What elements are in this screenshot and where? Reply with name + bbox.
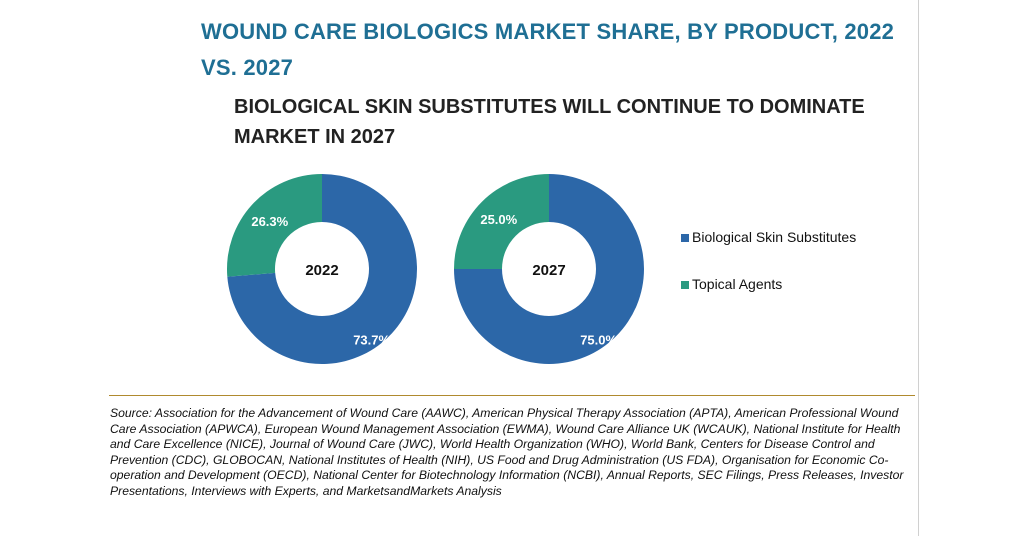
legend: Biological Skin Substitutes Topical Agent… (681, 229, 856, 292)
donut-center-label: 2022 (305, 262, 338, 279)
chart-title: WOUND CARE BIOLOGICS MARKET SHARE, BY PR… (201, 19, 895, 80)
legend-label: Biological Skin Substitutes (692, 229, 856, 245)
slice-2027-topical (454, 174, 549, 269)
donut-charts: 73.7% 26.3% 2022 75.0% 25.0% 2027 Biological… (227, 174, 856, 365)
chart-subtitle: BIOLOGICAL SKIN SUBSTITUTES WILL CONTINU… (234, 96, 865, 148)
slice-label: 73.7% (353, 332, 390, 347)
slice-2022-topical (227, 174, 322, 277)
legend-swatch (681, 234, 689, 242)
slice-2027-biological (454, 174, 644, 364)
divider-line (109, 395, 915, 396)
slice-label: 26.3% (251, 214, 288, 229)
donut-2027: 75.0% 25.0% 2027 (454, 174, 644, 364)
donut-2022: 73.7% 26.3% 2022 (227, 174, 418, 365)
slice-label: 75.0% (580, 332, 617, 347)
source-note: Source: Association for the Advancement … (110, 406, 904, 498)
slice-2022-biological (227, 174, 418, 365)
legend-swatch (681, 281, 689, 289)
slice-label: 25.0% (480, 212, 517, 227)
legend-label: Topical Agents (692, 276, 782, 292)
donut-center-label: 2027 (532, 262, 565, 279)
frame-border (918, 0, 919, 536)
